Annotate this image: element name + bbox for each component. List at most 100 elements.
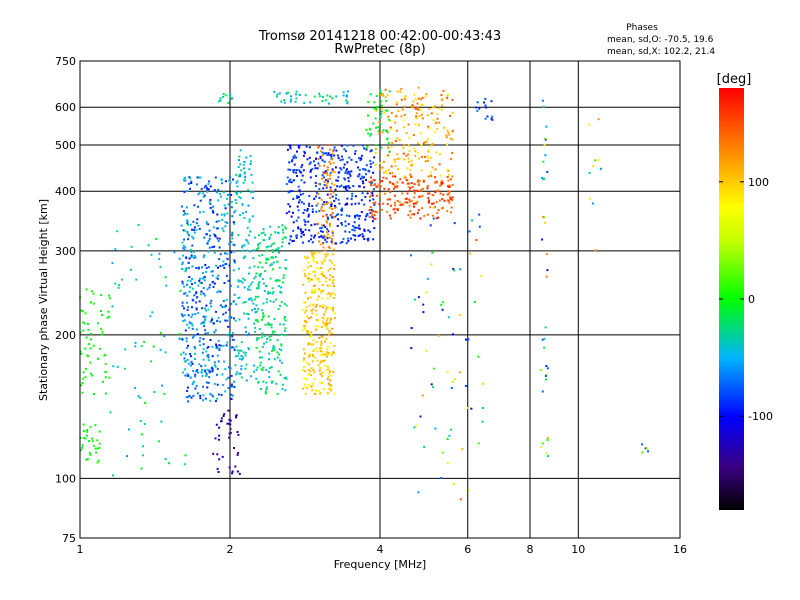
data-point [446,168,449,171]
data-point [424,155,426,158]
data-point [209,234,211,237]
data-point [191,324,194,327]
data-point [328,102,330,105]
data-point [300,201,303,204]
data-point [427,149,430,152]
data-point [202,272,204,274]
data-point [214,329,217,332]
data-point [545,365,548,367]
data-point [391,172,394,174]
data-point [453,222,456,225]
data-point [327,233,329,236]
data-point [201,307,204,310]
data-point [394,164,397,167]
data-point [320,360,323,363]
data-point [228,308,231,311]
data-point [450,387,453,390]
data-point [288,144,291,147]
data-point [381,93,384,96]
data-point [321,147,324,150]
data-point [319,392,322,395]
data-point [231,232,234,235]
data-point [324,170,327,173]
data-point [321,262,324,265]
data-point [369,165,372,168]
data-point [310,224,313,227]
data-point [435,201,438,203]
data-point [195,229,198,231]
data-point [311,210,314,213]
data-point [272,290,275,293]
data-point [268,370,270,373]
data-point [236,453,239,456]
data-point [394,175,397,178]
data-point [278,92,281,95]
data-point [224,311,227,314]
data-point [345,150,347,153]
data-point [318,281,321,283]
data-point [321,284,324,286]
data-point [416,200,419,203]
data-point [237,451,240,454]
data-point [453,378,456,381]
data-point [592,165,595,168]
data-point [333,216,335,219]
data-point [409,168,411,171]
data-point [541,442,544,445]
data-point [437,209,440,211]
data-point [303,370,306,373]
data-point [334,215,337,218]
data-point [295,171,298,174]
data-point [195,301,198,304]
data-point [257,287,260,290]
data-point [303,269,305,272]
data-point [222,344,225,347]
data-point [204,315,207,318]
data-point [321,177,324,180]
data-point [352,185,355,188]
data-point [279,304,282,307]
data-point [262,228,265,231]
data-point [103,354,106,357]
data-point [394,121,397,124]
data-point [230,200,233,203]
data-point [392,187,395,190]
data-point [188,182,190,185]
data-point [202,338,205,340]
data-point [452,333,454,336]
data-point [434,131,436,134]
data-point [239,173,242,176]
data-point [265,381,268,384]
data-point [102,380,104,383]
data-point [196,218,199,221]
colorbar-tick-label: 0 [748,293,755,306]
data-point [375,185,378,188]
data-point [262,316,265,319]
data-point [320,150,322,153]
data-point [323,359,326,362]
data-point [235,345,238,348]
data-point [225,298,228,301]
data-point [369,212,372,214]
data-point [88,451,91,454]
data-point [186,283,189,286]
data-point [475,239,478,241]
data-point [238,357,241,360]
data-point [428,199,430,202]
data-point [481,407,484,409]
data-point [266,249,269,252]
data-point [310,332,313,335]
data-point [542,177,545,180]
data-point [229,181,232,184]
data-point [289,100,292,103]
data-point [339,167,342,170]
data-point [409,200,411,203]
data-point [185,396,188,399]
data-point [468,489,471,492]
data-point [305,329,308,332]
data-point [197,176,200,179]
data-point [243,279,246,281]
data-point [345,95,348,98]
data-point [327,365,330,368]
data-point [322,236,325,239]
